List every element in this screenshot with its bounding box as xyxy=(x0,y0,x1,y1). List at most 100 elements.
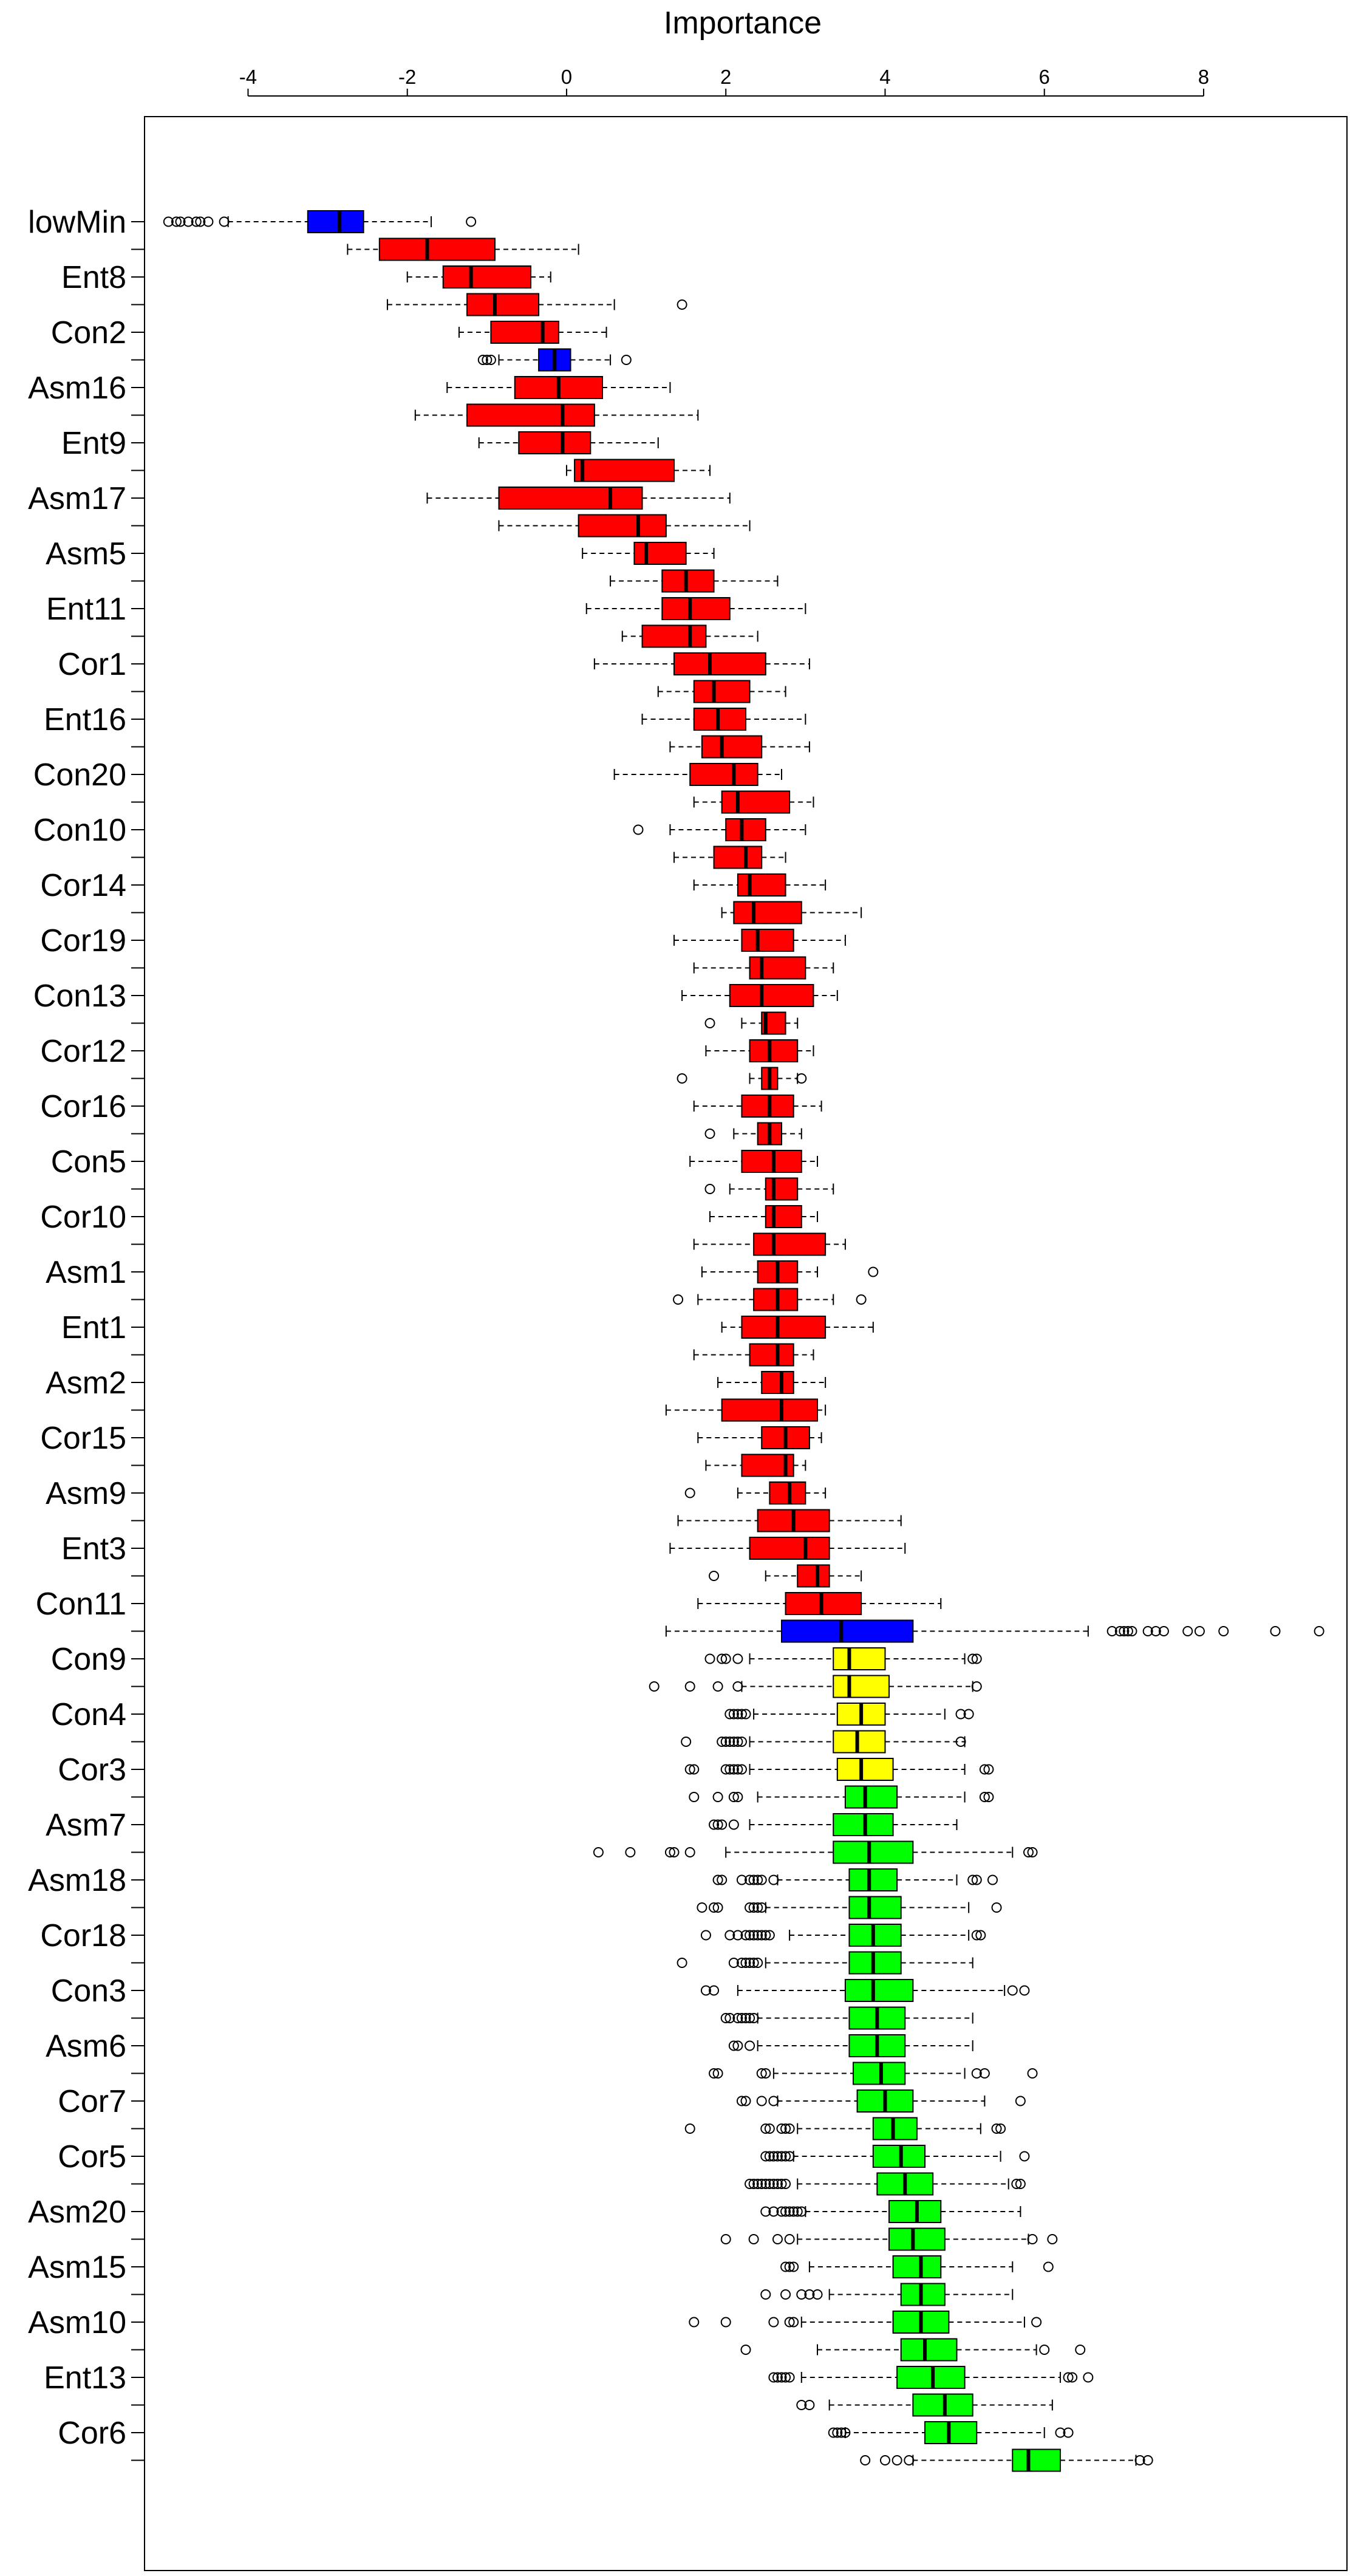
outlier-point xyxy=(1075,2345,1086,2355)
outlier-point xyxy=(745,2179,755,2189)
box xyxy=(498,487,643,510)
box-row xyxy=(693,1095,822,1118)
box-row xyxy=(565,459,711,482)
box-row xyxy=(780,2255,1054,2278)
outlier-point xyxy=(1158,1626,1169,1636)
outlier-point xyxy=(740,1709,751,1720)
y-tick-label: Cor10 xyxy=(40,1200,126,1235)
outlier-point xyxy=(740,2345,751,2355)
outlier-point xyxy=(748,1874,759,1885)
y-tick-label: Con2 xyxy=(51,315,126,350)
outlier-point xyxy=(732,1764,743,1775)
outlier-point xyxy=(736,1737,747,1747)
outlier-point xyxy=(1027,2234,1038,2244)
box-row xyxy=(697,1426,822,1449)
outlier-point xyxy=(684,1764,695,1775)
outlier-point xyxy=(792,2206,803,2217)
outlier-point xyxy=(724,2013,735,2023)
outlier-point xyxy=(832,2427,843,2438)
box-row xyxy=(704,1647,982,1670)
outlier-point xyxy=(712,1819,723,1830)
box xyxy=(872,2145,926,2168)
box xyxy=(661,569,715,593)
outlier-point xyxy=(709,1819,720,1830)
outlier-point xyxy=(955,1709,966,1720)
box xyxy=(844,1785,898,1809)
outlier-point xyxy=(1023,1847,1034,1857)
box-row xyxy=(700,1979,1030,2002)
outlier-point xyxy=(788,2206,799,2217)
box-row xyxy=(613,763,783,786)
outlier-point xyxy=(745,1958,755,1968)
box xyxy=(741,1316,827,1339)
box-row xyxy=(717,1371,827,1394)
box xyxy=(833,1813,894,1836)
outlier-point xyxy=(664,1847,675,1857)
y-tick-label: Asm17 xyxy=(28,481,126,516)
box-row xyxy=(745,2172,1026,2196)
box-row xyxy=(610,569,779,593)
box-row xyxy=(724,1703,974,1726)
box-row xyxy=(693,790,814,814)
outlier-point xyxy=(860,2455,871,2465)
outlier-point xyxy=(728,1792,739,1802)
outlier-point xyxy=(752,1874,763,1885)
box-row xyxy=(458,321,607,344)
outlier-point xyxy=(756,1902,767,1913)
outlier-point xyxy=(728,1737,739,1747)
box xyxy=(741,1095,794,1118)
box xyxy=(729,984,814,1007)
box xyxy=(641,624,707,648)
outlier-point xyxy=(748,2179,759,2189)
outlier-point xyxy=(191,216,202,227)
outlier-point xyxy=(709,1985,720,1996)
box xyxy=(900,2283,946,2306)
box xyxy=(749,1039,799,1062)
box-row xyxy=(593,1840,1038,1864)
box xyxy=(661,597,731,620)
outlier-point xyxy=(709,1902,720,1913)
box-row xyxy=(796,2393,1053,2417)
outlier-point xyxy=(677,1073,687,1084)
outlier-point xyxy=(732,2013,743,2023)
box xyxy=(701,735,763,759)
outlier-point xyxy=(780,2206,791,2217)
box xyxy=(741,1150,802,1173)
box xyxy=(725,818,766,841)
outlier-point xyxy=(748,2234,759,2244)
outlier-point xyxy=(967,1653,978,1664)
outlier-point xyxy=(836,2427,847,2438)
box xyxy=(912,2393,973,2417)
outlier-point xyxy=(879,2455,890,2465)
outlier-point xyxy=(760,1930,771,1941)
outlier-point xyxy=(764,2179,775,2189)
outlier-point xyxy=(669,1847,680,1857)
outlier-point xyxy=(780,2372,791,2383)
outlier-point xyxy=(1270,1626,1281,1636)
outlier-point xyxy=(1019,1985,1030,1996)
box-row xyxy=(593,652,810,675)
x-tick-label: 8 xyxy=(1198,66,1209,88)
outlier-point xyxy=(776,2123,787,2134)
box-row xyxy=(728,2034,973,2057)
y-tick-label: Con20 xyxy=(33,757,126,793)
outlier-point xyxy=(1015,2096,1026,2106)
outlier-point xyxy=(689,1792,700,1802)
outlier-point xyxy=(704,1184,715,1194)
outlier-point xyxy=(776,2372,787,2383)
outlier-point xyxy=(1142,1626,1153,1636)
y-tick-label: Ent13 xyxy=(44,2360,126,2396)
box-row xyxy=(760,2145,1030,2168)
outlier-point xyxy=(732,1792,743,1802)
outlier-point xyxy=(748,1930,759,1941)
y-tick-label: lowMin xyxy=(28,205,126,240)
outlier-point xyxy=(677,299,687,310)
outlier-point xyxy=(748,2013,759,2023)
box xyxy=(797,1564,830,1588)
box-row xyxy=(477,348,632,372)
box-row xyxy=(446,376,671,399)
box-row xyxy=(828,2421,1074,2444)
outlier-point xyxy=(740,1958,751,1968)
outlier-point xyxy=(772,2234,783,2244)
outlier-point xyxy=(772,2179,783,2189)
